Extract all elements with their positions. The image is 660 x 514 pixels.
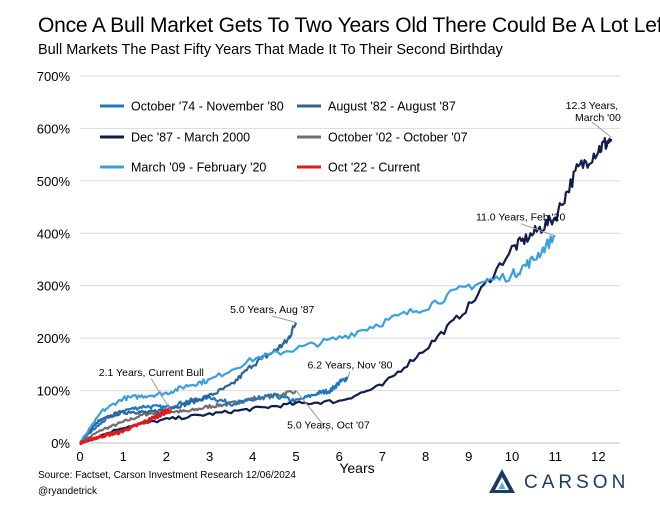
legend-label: Dec '87 - March 2000 — [131, 131, 250, 145]
y-tick-label: 400% — [37, 226, 71, 241]
legend-label: October '02 - October '07 — [328, 131, 468, 145]
twitter-handle: @ryandetrick — [38, 486, 98, 497]
chart-title: Once A Bull Market Gets To Two Years Old… — [38, 14, 660, 37]
annotation-label: March '00 — [575, 112, 621, 124]
annotation-label: 6.2 Years, Nov '80 — [308, 360, 393, 372]
x-tick-label: 3 — [206, 449, 213, 464]
x-axis-label: Years — [339, 460, 374, 476]
annotation-label: 11.0 Years, Feb '20 — [476, 212, 566, 224]
carson-triangle-icon — [489, 469, 515, 493]
chart-subtitle: Bull Markets The Past Fifty Years That M… — [38, 42, 503, 58]
series-line-s2009 — [79, 234, 556, 444]
y-tick-label: 600% — [37, 121, 71, 136]
x-tick-label: 0 — [76, 449, 83, 464]
x-tick-label: 1 — [120, 449, 127, 464]
annotation-label: 2.1 Years, Current Bull — [99, 367, 204, 379]
y-axis-ticks: 0% 100% 200% 300% 400% 500% 600% 700% — [37, 69, 71, 451]
x-tick-label: 10 — [505, 449, 519, 464]
annotation-leader — [150, 378, 172, 411]
legend: October '74 - November '80 August '82 - A… — [100, 100, 468, 175]
y-tick-label: 100% — [37, 384, 71, 399]
y-tick-label: 0% — [51, 436, 70, 451]
legend-label: August '82 - August '87 — [328, 100, 456, 114]
series-line-s1982 — [79, 322, 298, 444]
y-tick-label: 700% — [37, 69, 71, 84]
x-tick-label: 2 — [163, 449, 170, 464]
carson-logo: CARSON — [488, 468, 638, 494]
x-tick-label: 8 — [422, 449, 429, 464]
annotation-leader — [347, 371, 351, 378]
legend-label: October '74 - November '80 — [131, 100, 284, 114]
legend-label: March '09 - February '20 — [131, 161, 266, 175]
x-tick-label: 9 — [465, 449, 472, 464]
annotation-label: 12.3 Years, — [566, 100, 619, 112]
y-tick-label: 500% — [37, 174, 71, 189]
annotation-leader — [295, 390, 329, 432]
annotation-label: 5.0 Years, Oct '07 — [287, 419, 370, 431]
annotation-leader — [520, 223, 556, 237]
brand-name: CARSON — [524, 472, 630, 493]
y-tick-label: 200% — [37, 331, 71, 346]
series-line-s2022 — [79, 407, 172, 446]
x-tick-label: 11 — [548, 449, 562, 464]
series-lines — [79, 137, 613, 446]
x-axis-ticks: 0 1 2 3 4 5 6 7 8 9 10 11 12 — [76, 449, 605, 464]
legend-label: Oct '22 - Current — [328, 161, 421, 175]
grid-lines — [80, 75, 620, 444]
source-note: Source: Factset, Carson Investment Resea… — [38, 470, 296, 481]
annotation-label: 5.0 Years, Aug '87 — [230, 304, 314, 316]
x-tick-label: 12 — [591, 449, 605, 464]
x-tick-label: 7 — [379, 449, 386, 464]
annotation-leader — [591, 121, 612, 138]
series-line-s1974 — [79, 376, 349, 444]
y-tick-label: 300% — [37, 279, 71, 294]
x-tick-label: 6 — [336, 449, 343, 464]
x-tick-label: 5 — [292, 449, 299, 464]
annotations: 12.3 Years,March '00 11.0 Years, Feb '20 5… — [99, 100, 621, 432]
x-tick-label: 4 — [249, 449, 256, 464]
annotation-leader — [272, 315, 297, 323]
series-line-s1987 — [79, 137, 613, 445]
